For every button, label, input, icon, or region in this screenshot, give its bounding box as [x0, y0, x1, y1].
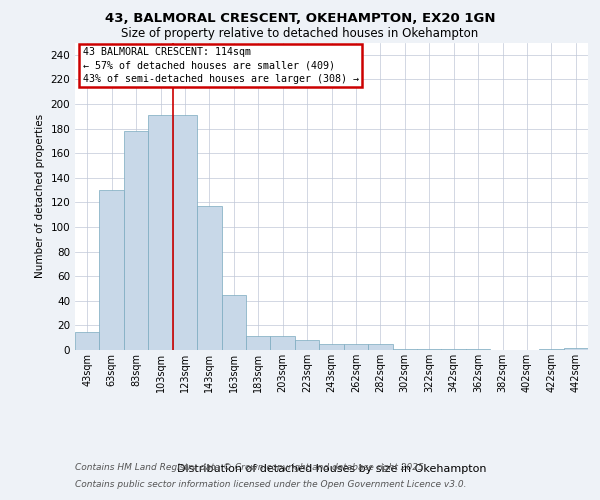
- Bar: [124, 131, 148, 350]
- Y-axis label: Number of detached properties: Number of detached properties: [35, 114, 45, 278]
- Bar: [197, 206, 221, 350]
- Bar: [442, 349, 466, 350]
- Bar: [319, 344, 344, 350]
- Bar: [148, 115, 173, 350]
- X-axis label: Distribution of detached houses by size in Okehampton: Distribution of detached houses by size …: [177, 464, 486, 474]
- Text: Size of property relative to detached houses in Okehampton: Size of property relative to detached ho…: [121, 28, 479, 40]
- Bar: [75, 332, 100, 350]
- Bar: [417, 349, 442, 350]
- Bar: [392, 349, 417, 350]
- Bar: [246, 336, 271, 350]
- Text: Contains public sector information licensed under the Open Government Licence v3: Contains public sector information licen…: [75, 480, 467, 489]
- Text: Contains HM Land Registry data © Crown copyright and database right 2025.: Contains HM Land Registry data © Crown c…: [75, 464, 427, 472]
- Bar: [173, 115, 197, 350]
- Bar: [100, 190, 124, 350]
- Bar: [466, 349, 490, 350]
- Bar: [271, 336, 295, 350]
- Bar: [563, 348, 588, 350]
- Bar: [344, 344, 368, 350]
- Text: 43, BALMORAL CRESCENT, OKEHAMPTON, EX20 1GN: 43, BALMORAL CRESCENT, OKEHAMPTON, EX20 …: [105, 12, 495, 26]
- Text: 43 BALMORAL CRESCENT: 114sqm
← 57% of detached houses are smaller (409)
43% of s: 43 BALMORAL CRESCENT: 114sqm ← 57% of de…: [83, 47, 359, 84]
- Bar: [539, 349, 563, 350]
- Bar: [368, 344, 392, 350]
- Bar: [221, 294, 246, 350]
- Bar: [295, 340, 319, 350]
